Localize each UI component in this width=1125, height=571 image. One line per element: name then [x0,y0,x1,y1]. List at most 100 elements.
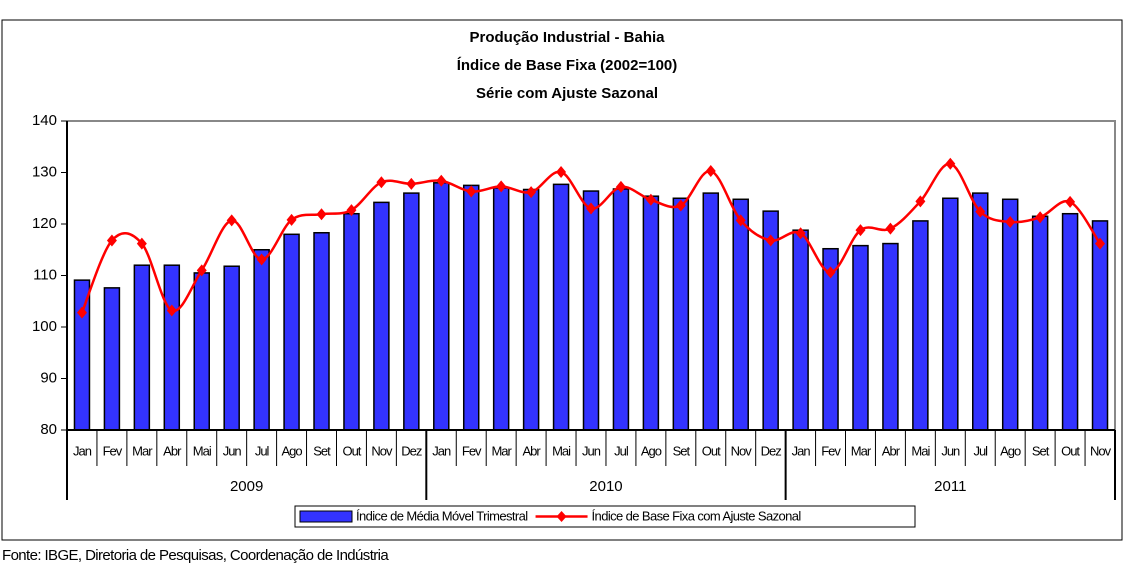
line-marker [615,180,626,193]
line-marker [376,176,387,189]
x-tick-label: Set [673,443,691,458]
x-tick-label: Set [313,443,331,458]
y-tick-label: 90 [40,369,57,386]
bar [193,272,210,431]
y-tick-label: 140 [32,112,57,129]
legend-swatch [299,510,353,523]
x-tick-label: Out [702,443,721,458]
bar [522,188,540,431]
line-marker [136,237,147,250]
line-marker [1005,215,1016,228]
bar [612,188,630,431]
x-tick-label: Mai [911,443,930,458]
x-tick-label: Out [342,443,361,458]
bar [1091,220,1109,431]
source-note: Fonte: IBGE, Diretoria de Pesquisas, Coo… [2,547,389,564]
line-marker [1095,237,1106,250]
bar [103,287,121,431]
y-tick-label: 130 [32,163,57,180]
line-marker [556,165,567,178]
x-tick-label: Jul [614,443,629,458]
x-tick-label: Fev [103,443,123,458]
line-marker [945,157,956,170]
bar [253,249,270,431]
line-marker [975,205,986,218]
plot-border [67,120,1116,430]
line-marker [855,224,866,237]
bar [133,264,151,431]
bar [492,187,510,431]
legend-swatch [556,511,567,522]
line-marker [76,306,87,319]
line-marker [915,195,926,208]
legend-label: Índice de Base Fixa com Ajuste Sazonal [592,508,802,523]
bar [642,195,660,431]
line-marker [675,199,686,212]
line-marker [1065,195,1076,208]
bar [73,279,91,431]
line-marker [586,202,596,215]
bar [672,197,690,431]
chart-title: Índice de Base Fixa (2002=100) [457,57,678,74]
chart-title: Produção Industrial - Bahia [469,29,665,46]
line-marker [466,185,477,198]
bar [1031,215,1049,431]
y-tick-label: 120 [32,215,57,232]
x-tick-label: Abr [163,443,182,458]
legend-label: Índice de Média Móvel Trimestral [356,508,528,523]
x-tick-label: Jul [973,443,988,458]
line-marker [436,174,447,187]
line-marker [885,222,896,235]
x-tick-label: Jun [223,443,242,458]
x-tick-label: Mar [132,443,153,458]
bar [403,192,420,431]
bar [702,192,720,431]
x-tick-label: Dez [401,443,422,458]
x-tick-label: Ago [282,443,303,458]
year-label: 2009 [230,478,263,495]
line-marker [406,177,417,190]
x-tick-label: Mar [491,443,512,458]
line-marker [226,214,237,227]
year-label: 2010 [589,478,622,495]
line-marker [316,208,327,221]
bar [1001,198,1019,431]
bar [912,220,929,431]
bar [972,192,989,431]
x-tick-label: Ago [641,443,662,458]
x-tick-label: Ago [1000,443,1021,458]
x-tick-label: Nov [371,443,393,458]
bar [462,184,480,431]
bar [552,183,570,431]
line-marker [196,264,207,277]
x-tick-label: Mai [552,443,571,458]
bar [732,198,749,431]
x-tick-label: Mai [193,443,212,458]
x-tick-label: Jan [73,443,92,458]
bar [313,232,330,431]
line-marker [795,227,806,240]
x-tick-label: Jul [255,443,270,458]
line-marker [106,234,117,247]
x-tick-label: Out [1061,443,1080,458]
x-tick-label: Set [1032,443,1050,458]
line-marker [166,304,177,317]
y-tick-label: 80 [40,421,57,438]
bar [373,201,390,431]
bar [163,264,181,431]
bar [283,233,300,431]
x-tick-label: Nov [1090,443,1112,458]
x-tick-label: Abr [522,443,541,458]
line-marker [346,204,357,217]
line-marker [526,186,537,199]
y-tick-label: 100 [32,318,57,335]
line-marker [496,180,507,193]
line-marker [825,266,836,279]
bar [582,190,600,431]
x-tick-label: Abr [882,443,901,458]
line-marker [735,214,746,227]
x-tick-label: Jun [941,443,960,458]
y-tick-label: 110 [33,266,57,283]
x-tick-label: Jun [582,443,601,458]
